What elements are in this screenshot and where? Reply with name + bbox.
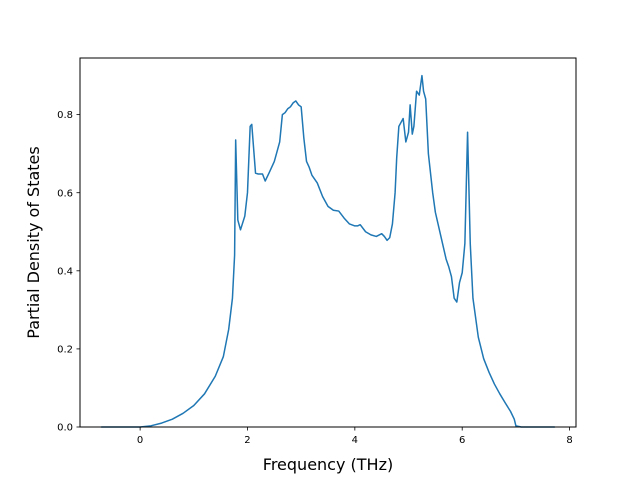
x-axis-ticks: 0 2 4 6 8 bbox=[137, 427, 573, 446]
y-axis-ticks: 0.0 0.2 0.4 0.6 0.8 bbox=[57, 110, 80, 434]
y-tick-label: 0.0 bbox=[57, 423, 73, 434]
y-tick-label: 0.6 bbox=[57, 188, 73, 199]
x-tick-label: 0 bbox=[137, 435, 143, 446]
y-axis-label: Partial Density of States bbox=[24, 146, 43, 338]
series-line-0 bbox=[100, 74, 556, 428]
x-tick-label: 4 bbox=[352, 435, 358, 446]
x-tick-label: 8 bbox=[566, 435, 572, 446]
x-tick-label: 6 bbox=[459, 435, 465, 446]
x-tick-label: 2 bbox=[244, 435, 250, 446]
series-layer bbox=[100, 74, 556, 428]
x-axis-label: Frequency (THz) bbox=[263, 455, 393, 474]
plot-area bbox=[80, 58, 576, 427]
y-tick-label: 0.2 bbox=[57, 345, 73, 356]
y-tick-label: 0.4 bbox=[57, 266, 73, 277]
plot-frame bbox=[79, 57, 577, 428]
y-tick-label: 0.8 bbox=[57, 110, 73, 121]
